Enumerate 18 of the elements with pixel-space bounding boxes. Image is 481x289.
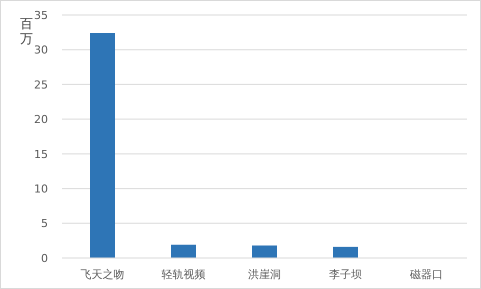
- y-tick-label: 25: [34, 78, 48, 92]
- y-tick-label: 10: [34, 182, 48, 196]
- y-tick-label: 0: [41, 252, 48, 265]
- x-tick-label: 李子坝: [329, 268, 362, 281]
- y-tick-label: 30: [34, 44, 48, 57]
- x-tick-label: 飞天之吻: [80, 268, 124, 281]
- bar: [333, 246, 358, 258]
- y-tick-label: 5: [41, 217, 48, 230]
- bar: [171, 244, 196, 258]
- y-tick-label: 35: [34, 8, 48, 22]
- x-tick-label: 磁器口: [409, 268, 443, 281]
- bar: [90, 33, 115, 258]
- bar: [252, 246, 277, 258]
- y-axis-title: 百万: [20, 17, 34, 47]
- x-tick-label: 洪崖洞: [248, 268, 281, 281]
- y-tick-label: 15: [34, 148, 48, 161]
- y-tick-label: 20: [34, 113, 48, 126]
- x-tick-label: 轻轨视频: [162, 268, 206, 281]
